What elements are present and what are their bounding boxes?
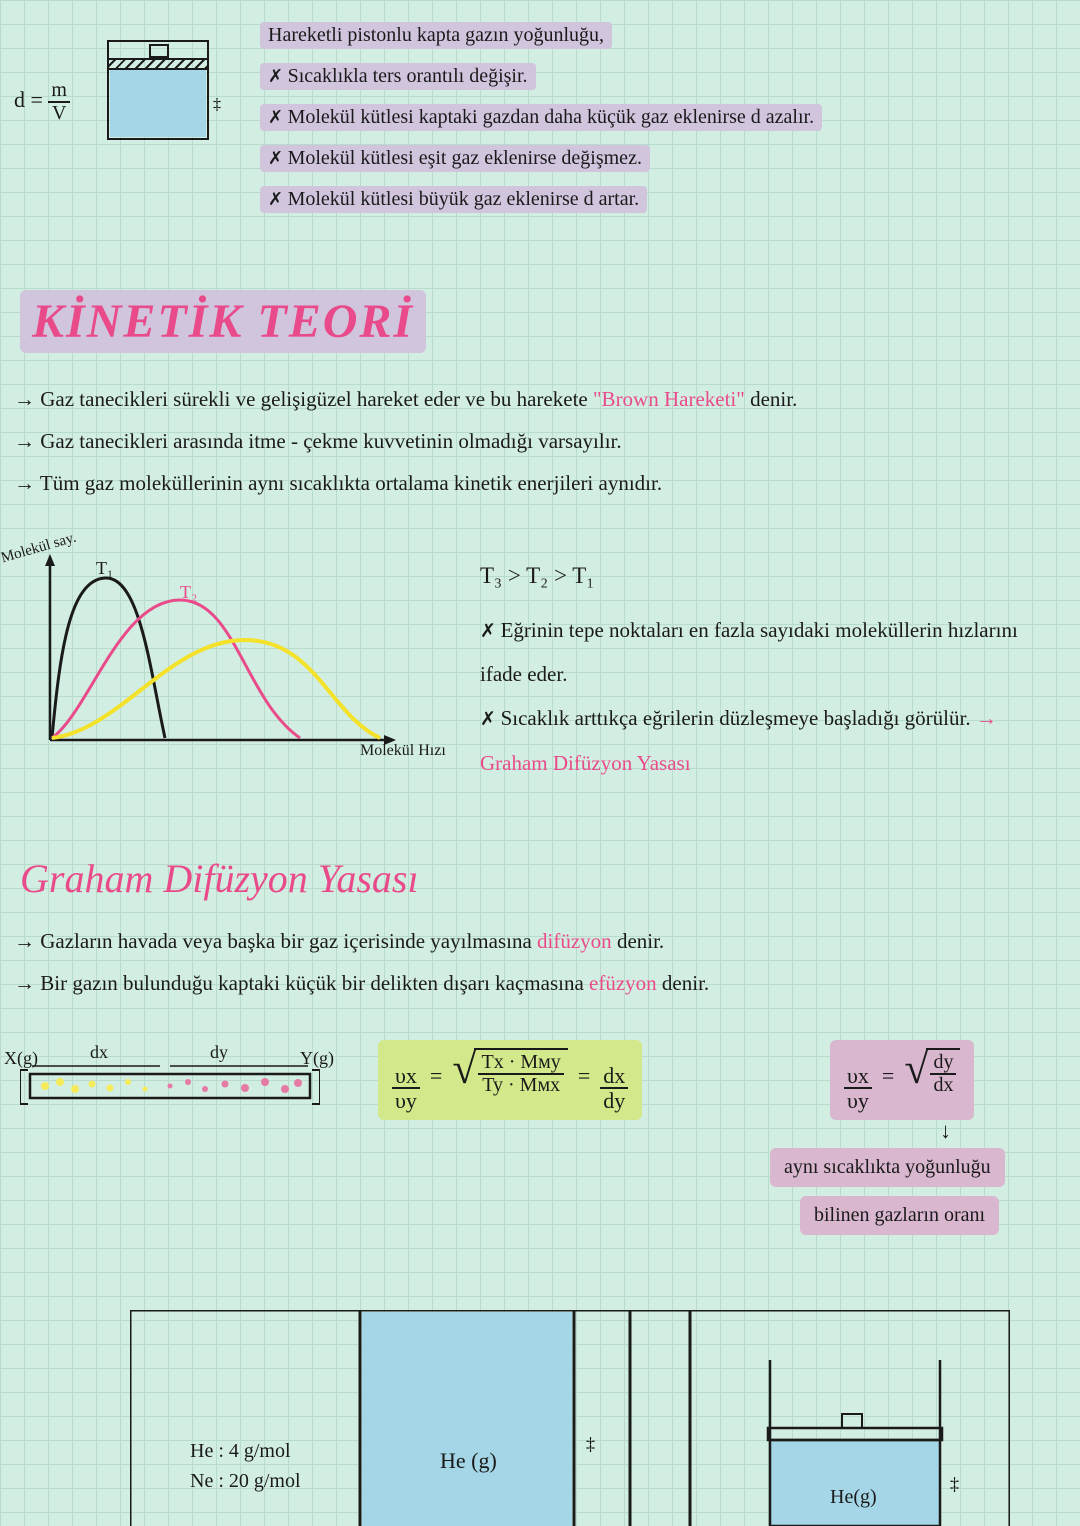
he-label-right: He(g) [830,1486,877,1509]
temperature-inequality: T₃ > T₂ > T₁ [480,552,1060,600]
kinetic-lines: Gaz tanecikleri sürekli ve gelişigüzel h… [14,378,1060,504]
piston-notes: Hareketli pistonlu kapta gazın yoğunluğu… [260,22,1070,213]
eq2-lnum: υx [844,1064,872,1089]
maxwell-note-1: Eğrinin tepe noktaları en fazla sayıdaki… [480,608,1060,696]
diffusion-tube [20,1064,320,1114]
note-1: Sıcaklıkla ters orantılı değişir. [260,63,536,90]
note-2: Molekül kütlesi kaptaki gazdan daha küçü… [260,104,822,131]
ne-mass: Ne : 20 g/mol [190,1470,301,1493]
eq1-rhden: dy [603,1089,625,1112]
he-mass: He : 4 g/mol [190,1440,291,1463]
eq1-lden: υy [395,1089,417,1112]
eq2-lden: υy [847,1089,869,1112]
svg-text:‡: ‡ [586,1434,595,1454]
he-label-mid: He (g) [440,1448,497,1474]
piston-gas-1 [110,68,206,137]
g1c: denir. [612,929,665,953]
equation-2: υx υy = √ dy dx [830,1040,974,1120]
kinetic-line-3: Tüm gaz moleküllerinin aynı sıcaklıkta o… [14,462,1060,504]
g1b: difüzyon [537,929,612,953]
graham-line-2: Bir gazın bulunduğu kaptaki küçük bir de… [14,962,1060,1004]
curve-label-t2: T₂ [180,582,197,603]
svg-text:‡: ‡ [950,1474,959,1494]
graham-lines: Gazların havada veya başka bir gaz içeri… [14,920,1060,1004]
bottom-containers: ‡ ‡ [130,1310,1010,1526]
piston-plate-1 [107,58,209,70]
mn2a: Sıcaklık arttıkça eğrilerin düzleşmeye b… [501,706,976,730]
note-title: Hareketli pistonlu kapta gazın yoğunluğu… [260,22,612,49]
density-m: m [48,80,70,103]
maxwell-notes: T₃ > T₂ > T₁ Eğrinin tepe noktaları en f… [480,552,1060,785]
kinetic-line-2: Gaz tanecikleri arasında itme - çekme ku… [14,420,1060,462]
k1a: Gaz tanecikleri sürekli ve gelişigüzel h… [40,387,593,411]
density-formula: d = m V [14,80,70,124]
maxwell-graph [10,540,430,770]
graham-title: Graham Difüzyon Yasası [20,855,419,902]
eq1-lnum: υx [392,1064,420,1089]
note-3: Molekül kütlesi eşit gaz eklenirse değiş… [260,145,650,172]
curve-label-t1: T₁ [96,558,113,579]
tube-dy: dy [210,1042,228,1063]
eq2-note1: aynı sıcaklıkta yoğunluğu [770,1148,1005,1187]
kinetic-title: KİNETİK TEORİ [20,290,426,353]
g2c: denir. [657,971,710,995]
eq1-rhnum: dx [600,1064,628,1089]
eq2-note2: bilinen gazların oranı [800,1196,999,1235]
eq1-rden: Ty · Mᴍx [482,1075,560,1096]
eq2-rnum: dy [930,1052,956,1075]
g2a: Bir gazın bulunduğu kaptaki küçük bir de… [40,971,589,995]
graham-line-1: Gazların havada veya başka bir gaz içeri… [14,920,1060,962]
piston-handle-1 [149,44,169,58]
density-v: V [52,103,66,124]
g2b: efüzyon [589,971,657,995]
k1c: denir. [745,387,798,411]
eq2-rden: dx [933,1075,953,1096]
maxwell-note-2: Sıcaklık arttıkça eğrilerin düzleşmeye b… [480,696,1060,784]
kinetic-title-wrap: KİNETİK TEORİ [20,290,426,353]
k1b: "Brown Hareketi" [593,387,745,411]
equation-1: υx υy = √ Tx · Mᴍy Ty · Mᴍx = dx dy [378,1040,642,1120]
x-axis-label: Molekül Hızı [360,742,446,760]
piston-mark-1: ‡ [213,96,221,114]
density-d: d = [14,87,43,112]
note-4: Molekül kütlesi büyük gaz eklenirse d ar… [260,186,647,213]
kinetic-line-1: Gaz tanecikleri sürekli ve gelişigüzel h… [14,378,1060,420]
eq2-arrow-down: ↓ [940,1118,951,1144]
piston-container-1: ‡ [107,40,209,140]
eq1-rnum: Tx · Mᴍy [478,1052,563,1075]
tube-dx: dx [90,1042,108,1063]
g1a: Gazların havada veya başka bir gaz içeri… [40,929,537,953]
